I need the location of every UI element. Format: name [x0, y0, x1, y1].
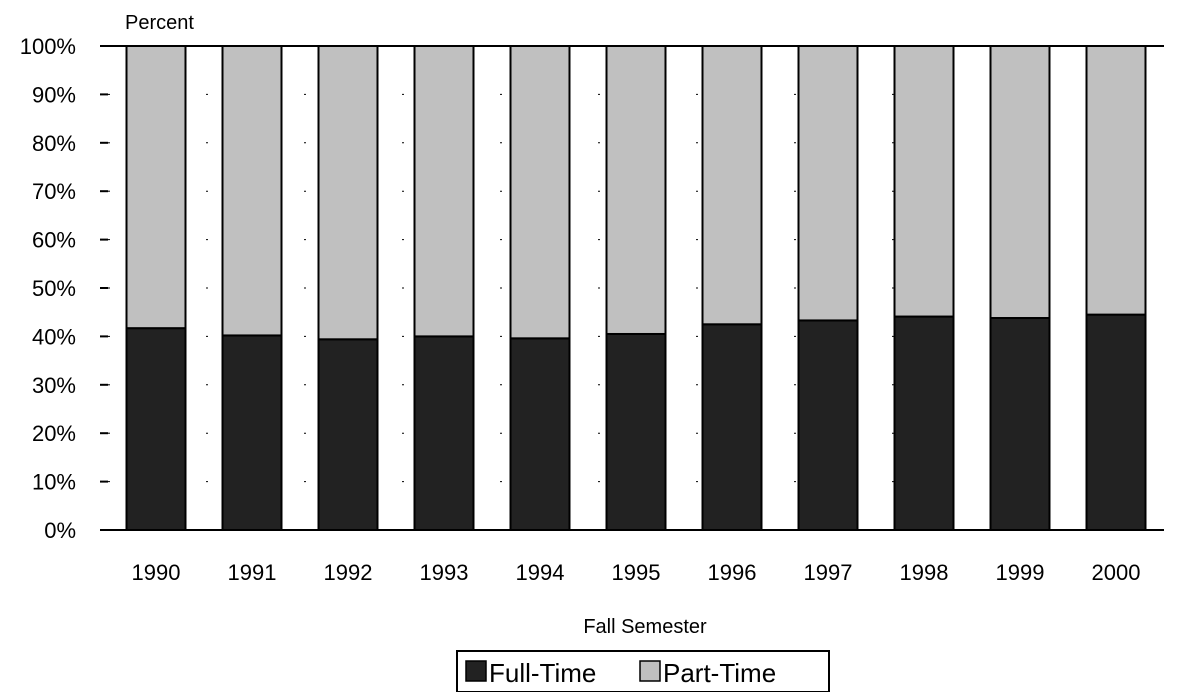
axes	[100, 45, 1164, 531]
bar-full-time-1994	[509, 337, 571, 531]
y-tick-label: 70%	[32, 179, 76, 204]
bar-part-time-1998	[893, 45, 955, 318]
bar-part-time-1999	[989, 45, 1051, 320]
bar-part-time-1992	[317, 45, 379, 341]
bar-full-time-1998	[893, 315, 955, 531]
x-tick-labels: 1990 1991 1992 1993 1994 1995 1996 1997 1998 1999…	[132, 560, 1141, 585]
bar-full-time-1991	[221, 334, 283, 531]
bar-full-time-1995	[605, 332, 667, 532]
legend: Full-Time Part-Time	[456, 650, 830, 692]
bar-full-time-1997	[797, 319, 859, 532]
bar-full-time-2000	[1085, 313, 1147, 531]
bar-part-time-1990	[125, 45, 187, 330]
x-tick-label: 1990	[132, 560, 181, 585]
bar-full-time-1996	[701, 323, 763, 531]
x-tick-label: 2000	[1092, 560, 1141, 585]
bar-part-time-1991	[221, 45, 283, 337]
bar-part-time-1993	[413, 45, 475, 338]
bar-part-time-2000	[1085, 45, 1147, 316]
y-tick-label: 40%	[32, 324, 76, 349]
bar-part-time-1995	[605, 45, 667, 335]
bar-full-time-1992	[317, 338, 379, 531]
bar-full-time-1999	[989, 317, 1051, 531]
y-tick-label: 30%	[32, 373, 76, 398]
x-axis-label: Fall Semester	[583, 616, 707, 638]
x-tick-label: 1994	[516, 560, 565, 585]
y-tick-label: 10%	[32, 470, 76, 495]
y-tick-labels: 0% 10% 20% 30% 40% 50% 60% 70% 80% 90% 100%	[20, 34, 76, 543]
y-tick-label: 50%	[32, 276, 76, 301]
legend-swatch-full-time	[465, 660, 487, 682]
bar-full-time-1993	[413, 335, 475, 531]
y-tick-label: 90%	[32, 82, 76, 107]
y-tick-label: 0%	[44, 518, 76, 543]
bar-part-time-1996	[701, 45, 763, 326]
x-tick-label: 1996	[708, 560, 757, 585]
x-tick-label: 1999	[996, 560, 1045, 585]
legend-label-full-time: Full-Time	[489, 658, 596, 688]
y-tick-label: 20%	[32, 421, 76, 446]
legend-label-part-time: Part-Time	[663, 658, 776, 688]
y-axis-label: Percent	[125, 12, 194, 34]
y-tick-label: 80%	[32, 131, 76, 156]
x-tick-label: 1995	[612, 560, 661, 585]
legend-frame	[456, 650, 830, 692]
x-tick-label: 1992	[324, 560, 373, 585]
bars	[125, 45, 1147, 532]
legend-swatch-part-time	[639, 660, 661, 682]
x-tick-label: 1997	[804, 560, 853, 585]
y-tick-label: 60%	[32, 228, 76, 253]
y-tick-label: 100%	[20, 34, 76, 59]
x-tick-label: 1993	[420, 560, 469, 585]
bar-part-time-1994	[509, 45, 571, 340]
bar-full-time-1990	[125, 327, 187, 531]
x-tick-label: 1998	[900, 560, 949, 585]
bar-part-time-1997	[797, 45, 859, 322]
x-tick-label: 1991	[228, 560, 277, 585]
